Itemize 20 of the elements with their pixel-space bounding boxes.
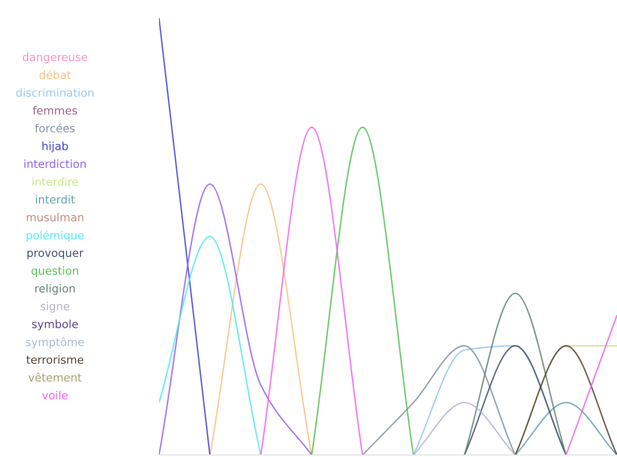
- legend-label: femmes: [32, 106, 77, 115]
- text: interdit: [36, 195, 75, 204]
- text: débat: [40, 70, 71, 80]
- text: interdiction: [24, 159, 86, 168]
- text: religion: [35, 284, 75, 295]
- legend-label: musulman: [26, 212, 84, 222]
- legend-label: symbole: [32, 320, 78, 330]
- text: question: [32, 266, 78, 277]
- legend-label: symptôme: [26, 337, 84, 348]
- text: hijab: [42, 142, 68, 152]
- legend-label: vêtement: [28, 372, 82, 382]
- text: terrorisme: [26, 355, 84, 364]
- text: polémique: [26, 230, 84, 242]
- legend-label: dangereuse: [22, 52, 88, 64]
- text: provoquer: [27, 250, 84, 260]
- text: discrimination: [16, 88, 94, 97]
- text: signe: [40, 302, 70, 313]
- text: interdire: [32, 177, 78, 186]
- text: voile: [42, 390, 68, 400]
- text: forcées: [34, 123, 75, 132]
